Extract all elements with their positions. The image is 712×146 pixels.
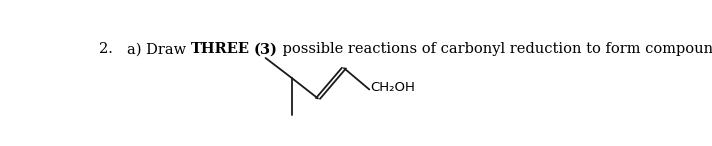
Text: (3): (3) — [254, 42, 278, 56]
Text: a) Draw: a) Draw — [127, 42, 190, 56]
Text: CH₂OH: CH₂OH — [370, 81, 415, 94]
Text: 2.: 2. — [99, 42, 112, 56]
Text: THREE: THREE — [190, 42, 249, 56]
Text: possible reactions of carbonyl reduction to form compound F.: possible reactions of carbonyl reduction… — [278, 42, 712, 56]
